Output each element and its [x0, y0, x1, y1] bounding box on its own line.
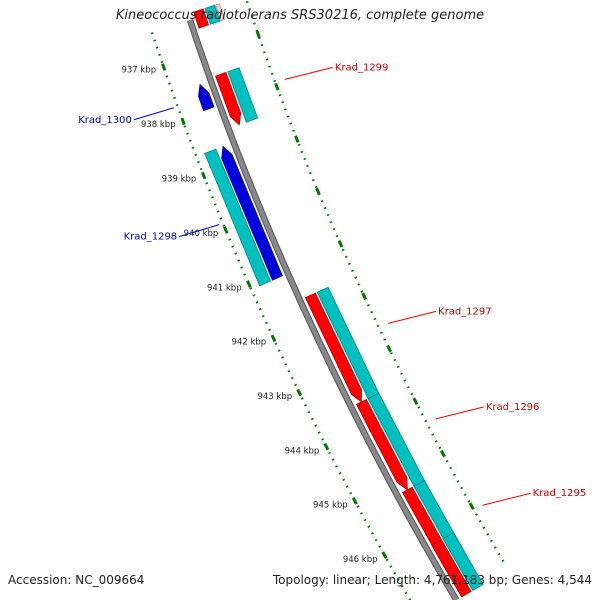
krad-1300-leader: [133, 107, 174, 121]
krad-1298-label: Krad_1298: [124, 232, 178, 243]
genome-backbone: [186, 18, 460, 600]
tick-label-939: 939 kbp: [162, 175, 197, 185]
major-tick-942-right: [361, 292, 368, 301]
genome-summary: Topology: linear; Length: 4,761,183 bp; …: [272, 573, 592, 587]
major-tick-946-left: [381, 551, 388, 559]
gene-fragment-bottom-red: [431, 539, 472, 598]
tick-label-938: 938 kbp: [141, 120, 176, 130]
accession-text: Accession: NC_009664: [8, 573, 145, 587]
krad-1300-gene-bar: [198, 83, 215, 112]
major-tick-942-left: [270, 334, 277, 343]
major-tick-939-left: [201, 171, 207, 180]
krad-1298-gene-bar: [221, 145, 283, 281]
krad-1296-label: Krad_1296: [486, 402, 540, 413]
tick-labels: 937 kbp 938 kbp 939 kbp 940 kbp 941 kbp 942 k…: [121, 66, 377, 565]
krad-1295-leader: [482, 492, 531, 506]
major-tick-945-right: [439, 449, 446, 458]
gene-fragment-top-pink: [215, 3, 226, 22]
krad-1299-cds-bar: [227, 67, 259, 123]
krad-1298-leader: [179, 224, 220, 238]
right-tick-guide: [245, 0, 507, 567]
krad-1300-label: Krad_1300: [78, 115, 132, 126]
left-tick-guide: [150, 32, 412, 600]
krad-1297-label: Krad_1297: [438, 306, 492, 317]
tick-label-945: 945 kbp: [313, 501, 348, 511]
major-tick-945-left: [351, 497, 358, 505]
krad-1296-gene-bar: [355, 398, 408, 491]
tick-label-944: 944 kbp: [285, 446, 320, 456]
major-tick-938-left: [180, 117, 186, 126]
major-tick-937-left: [161, 63, 167, 71]
major-tick-939-right: [294, 135, 300, 143]
major-tick-943-right: [386, 344, 393, 353]
major-tick-940-left: [222, 226, 229, 234]
tick-label-942: 942 kbp: [232, 338, 267, 348]
krad-1299-gene-bar: [215, 71, 242, 126]
krad-1299-label: Krad_1299: [335, 62, 389, 73]
gene-fragment-bottom-cyan: [442, 532, 484, 591]
krad-1299-leader: [284, 66, 333, 80]
tick-label-946: 946 kbp: [343, 555, 378, 565]
krad-1296-leader: [435, 406, 484, 420]
tick-marks: [150, 0, 507, 600]
major-tick-944-right: [412, 397, 419, 405]
gene-fragment-top-cyan: [204, 4, 221, 25]
krad-1295-label: Krad_1295: [533, 488, 587, 499]
major-tick-941-left: [246, 280, 252, 288]
gene-fragment-top-red: [193, 8, 210, 29]
krad-1298-cds-bar: [204, 148, 272, 287]
major-tick-940-right: [315, 187, 321, 196]
gene-features: [193, 3, 484, 598]
tick-label-941: 941 kbp: [207, 283, 242, 293]
tick-label-937: 937 kbp: [121, 66, 156, 76]
backbone-line: [187, 19, 459, 600]
major-tick-938-right: [274, 82, 280, 91]
map-title: Kineococcus radiotolerans SRS30216, comp…: [115, 8, 485, 23]
tick-label-940: 940 kbp: [184, 229, 219, 239]
gene-labels: Krad_1300 Krad_1299 Krad_1298 Krad_1297 Krad…: [78, 62, 587, 506]
krad-1297-gene-bar: [304, 292, 362, 403]
major-tick-941-right: [337, 240, 344, 248]
krad-1297-leader: [387, 310, 437, 324]
major-tick-943-left: [296, 388, 303, 397]
major-tick-946-right: [468, 502, 475, 510]
tick-label-943: 943 kbp: [257, 392, 292, 402]
major-tick-944-left: [323, 442, 330, 451]
major-tick-937-right: [255, 30, 261, 39]
